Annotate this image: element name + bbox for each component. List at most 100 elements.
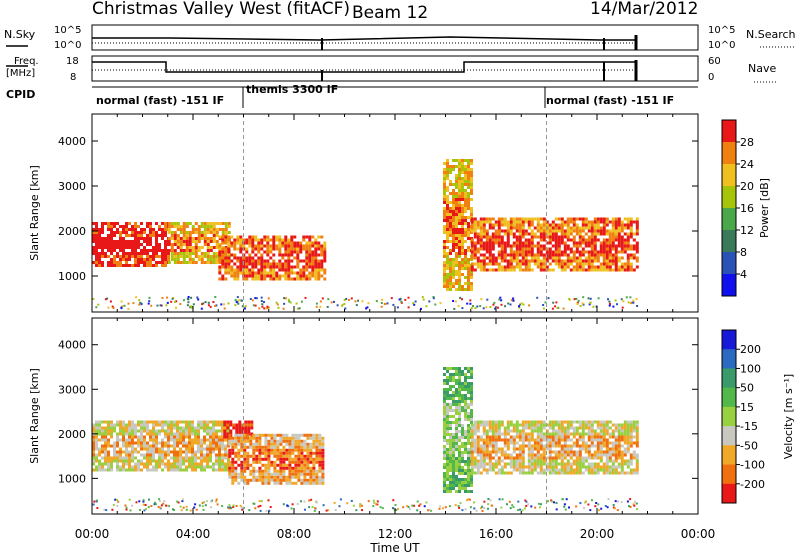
echo-cell [209,432,212,436]
echo-cell [294,475,298,479]
echo-cell [593,420,597,424]
echo-cell [200,459,203,463]
echo-cell [201,303,204,306]
echo-cell [294,439,298,443]
echo-cell [170,468,173,472]
echo-cell [621,306,624,309]
echo-cell [161,296,164,299]
echo-cell [575,265,579,269]
echo-cell [206,222,210,225]
echo-cell [476,265,480,269]
echo-cell [179,255,183,258]
echo-cell [509,253,513,257]
echo-cell [221,262,225,266]
echo-cell [449,171,452,174]
echo-cell [218,235,222,239]
echo-cell [188,231,192,234]
echo-cell [602,223,606,227]
echo-cell [464,376,467,379]
echo-cell [449,180,452,183]
echo-cell [593,226,597,230]
echo-cell [605,438,609,442]
echo-cell [209,420,212,424]
echo-cell [608,259,612,263]
echo-cell [119,243,122,246]
echo-cell [155,237,158,240]
echo-cell [635,502,638,505]
echo-cell [107,456,110,460]
echo-cell [134,456,137,460]
echo-cell [626,462,630,466]
echo-cell [273,478,277,482]
echo-cell [455,177,458,180]
echo-cell [344,307,347,310]
echo-cell [473,507,476,510]
echo-cell [626,244,630,248]
echo-cell [470,429,474,433]
echo-cell [110,420,113,424]
echo-cell [608,304,611,307]
echo-cell [593,238,597,242]
echo-cell [319,305,322,308]
echo-cell [101,468,104,472]
echo-cell [128,243,131,246]
echo-cell [173,468,176,472]
echo-cell [461,466,464,469]
echo-cell [107,255,110,258]
echo-cell [554,244,558,248]
echo-cell [176,450,179,454]
echo-cell [182,432,185,436]
echo-cell [273,436,277,440]
echo-cell [227,271,231,275]
echo-cell [560,429,564,433]
echo-cell [134,462,137,466]
echo-cell [527,444,531,448]
echo-cell [275,265,279,269]
echo-cell [140,261,143,264]
echo-cell [302,277,306,281]
echo-cell [632,441,636,445]
echo-cell [251,271,255,275]
echo-cell [596,441,600,445]
echo-cell [248,271,252,275]
echo-cell [287,259,291,263]
echo-cell [623,241,627,245]
echo-cell [491,223,495,227]
echo-cell [470,450,474,454]
echo-cell [629,441,633,445]
echo-cell [155,441,158,445]
echo-cell [312,439,316,443]
echo-cell [551,450,555,454]
echo-cell [246,463,250,467]
echo-cell [635,459,639,463]
echo-cell [248,235,252,239]
echo-cell [515,432,519,436]
echo-cell [104,426,107,430]
echo-cell [284,247,288,251]
echo-cell [273,451,277,455]
echo-cell [350,499,353,502]
echo-cell [125,255,128,258]
echo-cell [491,253,495,257]
echo-cell [185,435,188,439]
echo-cell [548,456,552,460]
echo-cell [572,226,576,230]
echo-cell [455,282,458,285]
echo-cell [464,448,467,451]
echo-cell [578,450,582,454]
echo-cell [593,456,597,460]
echo-cell [240,472,244,476]
echo-cell [473,423,477,427]
echo-cell [194,438,197,442]
echo-cell [260,262,264,266]
echo-cell [104,462,107,466]
echo-cell [563,420,567,424]
echo-cell [443,189,446,192]
echo-cell [518,465,522,469]
echo-cell [143,509,146,512]
echo-cell [527,426,531,430]
echo-cell [544,301,547,304]
echo-cell [629,435,633,439]
noise-sky-line [92,36,636,41]
echo-cell [396,306,399,309]
